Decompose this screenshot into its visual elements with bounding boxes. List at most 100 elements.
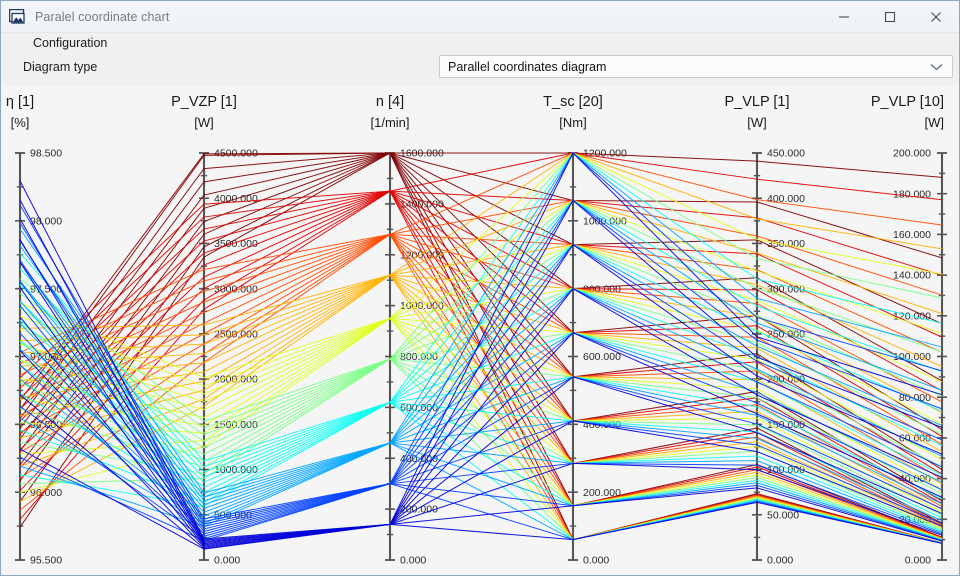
axis-tick-label: 100.000 [893,351,931,363]
data-polyline [19,152,943,524]
axis-unit: [%] [11,115,30,130]
data-polyline [19,394,943,549]
data-polyline [19,457,943,544]
axis-unit: [W] [925,115,945,130]
data-polyline [19,152,943,429]
axis-tick-label: 200.000 [893,148,931,160]
data-polyline [19,233,943,403]
axis-tick-label: 200.000 [583,487,621,499]
data-polyline [19,261,943,545]
data-polyline [19,305,943,532]
data-polyline [19,240,943,525]
axis-unit: [W] [194,115,214,130]
axis-tick-label: 140.000 [893,270,931,282]
data-polyline [19,233,943,445]
data-polyline [19,401,943,541]
data-polyline [19,152,943,329]
data-polyline [19,317,943,490]
data-polyline [19,152,943,401]
data-polyline [19,152,943,540]
data-polyline [19,288,943,478]
data-polyline [19,152,943,494]
data-polyline [19,199,943,365]
title-bar: Paralel coordinate chart [1,1,959,33]
data-polyline [19,199,943,541]
data-polyline [19,152,943,419]
axis-title: n [4] [376,94,404,110]
data-polyline [19,300,943,509]
axis-tick-label: 0.000 [214,555,240,567]
data-polyline [19,199,943,523]
data-polyline [19,239,943,544]
axis-tick-label: 98.000 [30,215,62,227]
axis-tick-label: 95.500 [30,555,62,567]
diagram-type-label: Diagram type [23,60,98,74]
axis-tick-label: 350.000 [767,238,805,250]
axis-tick-label: 300.000 [767,283,805,295]
axis-unit: [W] [747,115,767,130]
axis-unit: [Nm] [559,115,586,130]
data-polyline [19,317,943,461]
close-button[interactable] [913,1,959,32]
axis-tick-label: 0.000 [905,555,931,567]
axis-unit: [1/min] [370,115,409,130]
data-polyline [19,317,943,529]
axis-tick-label: 3500.000 [214,238,258,250]
axis-tick-label: 160.000 [893,229,931,241]
diagram-type-value: Parallel coordinates diagram [448,59,607,74]
series-group [19,152,943,550]
data-polyline [19,152,943,379]
data-polyline [19,332,943,535]
data-polyline [19,152,943,462]
data-polyline [19,152,943,502]
data-polyline [19,152,943,422]
data-polyline [19,340,943,500]
data-polyline [19,199,943,429]
data-polyline [19,199,943,468]
data-polyline [19,316,943,547]
data-polyline [19,152,943,353]
chevron-down-icon[interactable] [930,58,943,76]
axis-title: P_VZP [1] [171,94,237,110]
data-polyline [19,190,943,437]
data-polyline [19,218,943,542]
maximize-button[interactable] [867,1,913,32]
parallel-coordinates-chart[interactable]: η [1] [%] P_VZP [1] [W] n [4] [1/min] T_sc [20… [2,86,958,575]
data-polyline [19,244,943,395]
data-polyline [19,152,943,379]
minimize-button[interactable] [821,1,867,32]
axis-title: P_VLP [10] [871,94,944,110]
axis-tick-label: 600.000 [583,351,621,363]
axis-tick-label: 400.000 [767,193,805,205]
data-polyline [19,152,943,470]
data-polyline [19,259,943,528]
axis-tick-label: 200.000 [400,504,438,516]
axis-tick-label: 180.000 [893,188,931,200]
data-polyline [19,233,943,376]
data-polyline [19,323,943,513]
data-polyline [19,152,943,520]
window-title: Paralel coordinate chart [35,9,170,24]
data-polyline [19,243,943,473]
picture-icon [8,8,26,24]
axis-tick-label: 0.000 [767,555,793,567]
data-polyline [19,199,943,387]
data-polyline [19,417,943,541]
window-controls [821,1,959,32]
axis-tick-label: 50.000 [767,509,799,521]
data-polyline [19,288,943,425]
axis-tick-label: 1200.000 [400,249,444,261]
chart-canvas: η [1] [%] P_VZP [1] [W] n [4] [1/min] T_sc [20… [6,94,947,567]
axis-tick-label: 450.000 [767,148,805,160]
axis-tick-label: 1200.000 [583,148,627,160]
data-polyline [19,287,943,546]
data-polyline [19,199,943,342]
axis-title: η [1] [6,94,34,110]
data-polyline [19,317,943,513]
configuration-section-label: Configuration [33,36,108,50]
diagram-type-select[interactable]: Parallel coordinates diagram [439,55,953,78]
axis-title: T_sc [20] [543,94,603,110]
data-polyline [19,199,943,498]
axis-tick-label: 0.000 [400,555,426,567]
